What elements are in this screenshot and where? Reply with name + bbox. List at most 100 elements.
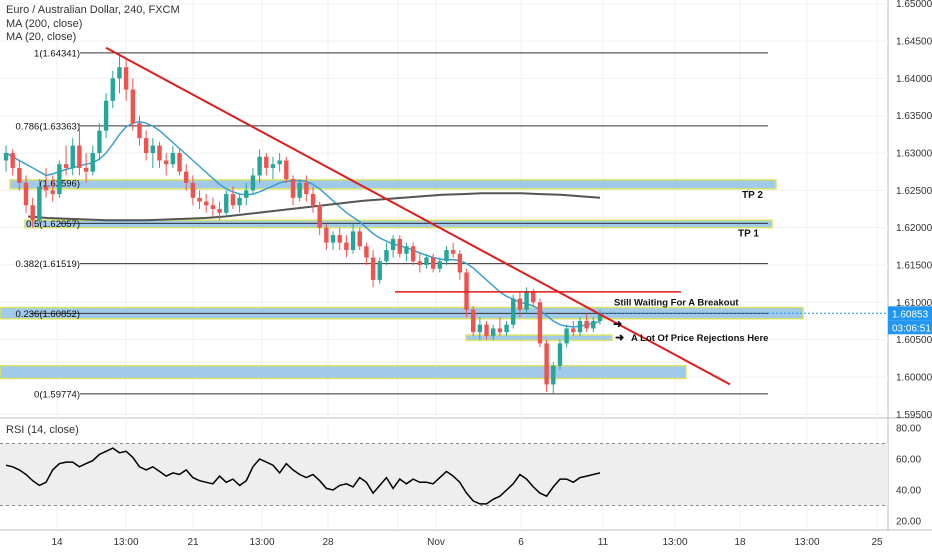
candle-body (237, 197, 242, 206)
drawings: Still Waiting For A Breakout ➜➜ A Lot Of P… (105, 46, 888, 386)
candle-body (350, 231, 356, 251)
fib-label: 0.382(1.61519) (16, 259, 80, 270)
candle-body (244, 190, 249, 198)
candle-body (584, 320, 589, 329)
candle-body (110, 78, 115, 101)
moving-averages (5, 120, 601, 328)
candle-body (77, 145, 82, 168)
candle-body (384, 250, 389, 262)
x-tick-label: 25 (871, 537, 883, 548)
y-tick-label: 1.59500 (896, 410, 932, 421)
candle-body (143, 138, 149, 154)
candle-body (284, 160, 289, 180)
y-tick-label: 1.60000 (896, 372, 932, 383)
candle-body (290, 179, 296, 198)
y-tick-label: 1.63500 (896, 111, 932, 122)
candle-body (184, 171, 189, 183)
candle-body (30, 205, 35, 221)
candle-body (257, 156, 262, 176)
candle-body (97, 130, 102, 154)
price-zone (0, 365, 687, 380)
last-price-badge (888, 306, 932, 321)
candle-body (330, 235, 336, 243)
candle-body (137, 123, 142, 139)
x-tick-label: 11 (598, 537, 609, 548)
candle-body (50, 190, 55, 195)
candle-body (417, 261, 422, 265)
candle-body (397, 238, 402, 254)
candle-body (17, 167, 22, 183)
candles (3, 52, 603, 394)
candle-body (317, 205, 322, 228)
arrow-icon: ➜ (615, 332, 624, 344)
x-tick-label: 13:00 (113, 537, 138, 548)
candle-body (277, 160, 282, 165)
candle-body (204, 201, 209, 206)
rsi-line (5, 447, 601, 505)
candle-body (3, 153, 9, 161)
candle-body (177, 153, 182, 172)
candle-body (224, 194, 229, 213)
ma200-line (27, 192, 601, 222)
annotation-breakout: Still Waiting For A Breakout (614, 298, 739, 309)
candle-body (591, 320, 596, 329)
rsi-tick-label: 20.00 (896, 517, 921, 528)
zone-label: TP 1 (738, 229, 759, 240)
last-price-text: 1.60853 (892, 309, 929, 320)
candle-body (117, 67, 122, 79)
downtrend-line (105, 46, 731, 386)
candle-body (210, 205, 216, 209)
axes: 14 13:00 21 13:00 28 Nov 6 11 13:00 18 13:00 25 1.65… (51, 0, 932, 548)
candle-body (103, 100, 109, 131)
candle-body (470, 309, 476, 333)
candle-body (217, 209, 222, 213)
zone-label: TP 2 (742, 190, 763, 201)
candle-body (297, 182, 302, 198)
candle-body (597, 313, 603, 321)
y-tick-label: 1.64500 (896, 37, 932, 48)
x-tick-label: 28 (322, 537, 334, 548)
symbol-title: Euro / Australian Dollar, 240, FXCM (6, 4, 180, 16)
y-tick-label: 1.63000 (896, 149, 932, 160)
x-tick-label: 14 (51, 537, 63, 548)
x-tick-label: 21 (187, 537, 199, 548)
y-tick-label: 1.61500 (896, 260, 932, 271)
candle-body (23, 182, 29, 206)
candle-body (83, 167, 89, 172)
candle-body (324, 227, 329, 243)
ma20-line (5, 120, 601, 328)
candle-body (404, 246, 409, 254)
candle-body (551, 365, 556, 385)
fib-label: 0.236(1.60852) (16, 309, 80, 320)
candle-body (70, 145, 75, 168)
candle-body (130, 89, 136, 124)
candle-body (390, 238, 396, 251)
x-tick-label: 18 (734, 537, 746, 548)
candle-body (230, 194, 236, 206)
annotation-rejections: A Lot Of Price Rejections Here (631, 333, 768, 344)
ma20-legend: MA (20, close) (6, 31, 77, 43)
candle-body (437, 261, 443, 269)
grid-lines (0, 0, 888, 530)
rsi-tick-label: 60.00 (896, 455, 921, 466)
x-tick-label: 13:00 (662, 537, 687, 548)
candle-body (190, 182, 196, 198)
y-tick-label: 1.65000 (896, 0, 932, 10)
candle-body (424, 257, 429, 265)
countdown-text: 03:06:51 (892, 323, 931, 334)
price-zone (9, 179, 777, 190)
candle-body (557, 343, 563, 366)
candle-body (497, 328, 503, 333)
x-tick-label: 13:00 (249, 537, 274, 548)
candle-body (63, 164, 69, 168)
candle-body (571, 328, 576, 333)
price-zone (24, 219, 773, 229)
y-tick-label: 1.61000 (896, 298, 932, 309)
candle-body (484, 324, 489, 336)
x-tick-label: Nov (427, 537, 445, 548)
candle-body (250, 175, 256, 191)
x-tick-label: 13:00 (794, 537, 819, 548)
candle-body (531, 291, 536, 303)
rsi-pane (0, 443, 888, 506)
